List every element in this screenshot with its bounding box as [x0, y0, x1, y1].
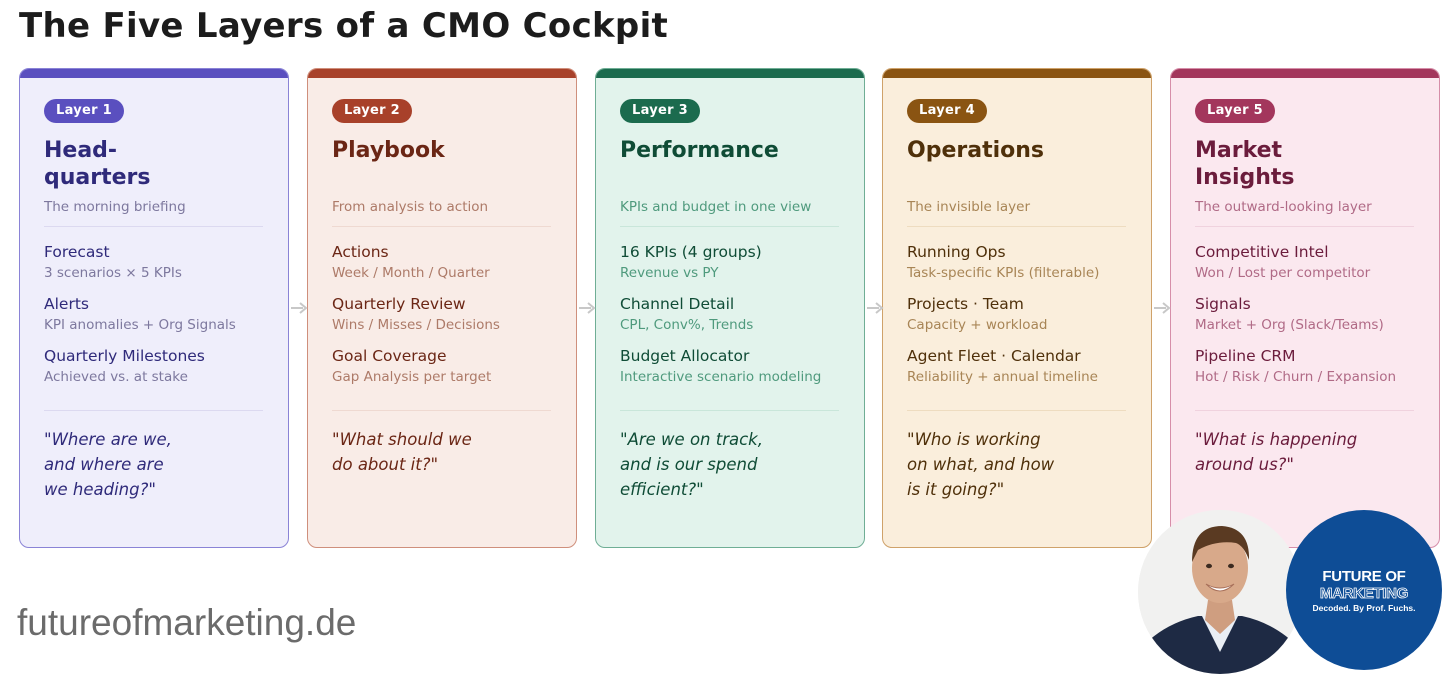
- layer-question: "What is happening around us?": [1195, 430, 1358, 474]
- layer-badge: Layer 5: [1195, 99, 1276, 123]
- feature-detail: Week / Month / Quarter: [332, 265, 490, 281]
- feature-title: Projects · Team: [907, 295, 1024, 313]
- arrow-right-icon: [578, 298, 596, 318]
- divider: [907, 226, 1126, 227]
- arrow-right-icon: [866, 298, 884, 318]
- divider: [1195, 410, 1414, 411]
- card-top-bar: [308, 69, 576, 78]
- layer-subtitle: The morning briefing: [44, 199, 186, 215]
- layer-card: Layer 4 Operations The invisible layer Runn…: [882, 68, 1152, 548]
- card-top-bar: [883, 69, 1151, 78]
- logo-line-2: MARKETING: [1319, 585, 1409, 603]
- layer-subtitle: From analysis to action: [332, 199, 489, 215]
- feature-title: Actions: [332, 243, 389, 261]
- layer-badge: Layer 3: [620, 99, 701, 123]
- footer-url[interactable]: futureofmarketing.de: [17, 602, 357, 643]
- feature-title: 16 KPIs (4 groups): [620, 243, 762, 261]
- feature-title: Forecast: [44, 243, 110, 261]
- feature-title: Budget Allocator: [620, 347, 750, 365]
- layer-heading: Performance: [620, 138, 779, 163]
- feature-detail: Hot / Risk / Churn / Expansion: [1195, 369, 1397, 385]
- feature-detail: Reliability + annual timeline: [907, 369, 1098, 385]
- feature-title: Agent Fleet · Calendar: [907, 347, 1081, 365]
- feature-detail: Achieved vs. at stake: [44, 369, 188, 385]
- divider: [332, 226, 551, 227]
- layer-card: Layer 5 Market Insights The outward-lookin…: [1170, 68, 1440, 548]
- layer-card: Layer 3 Performance KPIs and budget in one…: [595, 68, 865, 548]
- divider: [1195, 226, 1414, 227]
- feature-detail: Wins / Misses / Decisions: [332, 317, 500, 333]
- feature-title: Competitive Intel: [1195, 243, 1329, 261]
- author-photo: [1138, 510, 1302, 674]
- layer-heading: Operations: [907, 138, 1044, 163]
- feature-detail: Interactive scenario modeling: [620, 369, 822, 385]
- layer-heading: Head- quarters: [44, 138, 151, 190]
- feature-title: Running Ops: [907, 243, 1006, 261]
- logo-tagline: Decoded. By Prof. Fuchs.: [1312, 603, 1416, 613]
- future-of-marketing-logo: FUTURE OF MARKETING Decoded. By Prof. Fu…: [1286, 510, 1442, 670]
- layer-badge: Layer 4: [907, 99, 988, 123]
- layer-question: "Are we on track, and is our spend effic…: [620, 430, 763, 499]
- feature-detail: CPL, Conv%, Trends: [620, 317, 754, 333]
- feature-title: Goal Coverage: [332, 347, 447, 365]
- layer-subtitle: The invisible layer: [907, 199, 1031, 215]
- divider: [44, 410, 263, 411]
- arrow-right-icon: [1153, 298, 1171, 318]
- feature-detail: Revenue vs PY: [620, 265, 719, 281]
- feature-detail: KPI anomalies + Org Signals: [44, 317, 236, 333]
- layer-heading: Market Insights: [1195, 138, 1295, 190]
- feature-detail: Won / Lost per competitor: [1195, 265, 1371, 281]
- layer-card: Layer 2 Playbook From analysis to action Ac…: [307, 68, 577, 548]
- feature-detail: Gap Analysis per target: [332, 369, 492, 385]
- feature-title: Pipeline CRM: [1195, 347, 1296, 365]
- feature-title: Alerts: [44, 295, 89, 313]
- arrow-right-icon: [290, 298, 308, 318]
- card-top-bar: [596, 69, 864, 78]
- layer-subtitle: KPIs and budget in one view: [620, 199, 812, 215]
- feature-detail: Capacity + workload: [907, 317, 1048, 333]
- layer-question: "What should we do about it?": [332, 430, 472, 474]
- page-title: The Five Layers of a CMO Cockpit: [19, 6, 669, 46]
- card-top-bar: [1171, 69, 1439, 78]
- feature-detail: Market + Org (Slack/Teams): [1195, 317, 1384, 333]
- divider: [44, 226, 263, 227]
- divider: [620, 226, 839, 227]
- feature-title: Signals: [1195, 295, 1251, 313]
- card-top-bar: [20, 69, 288, 78]
- feature-title: Channel Detail: [620, 295, 735, 313]
- divider: [907, 410, 1126, 411]
- layer-heading: Playbook: [332, 138, 445, 163]
- feature-title: Quarterly Milestones: [44, 347, 205, 365]
- layer-question: "Where are we, and where are we heading?…: [44, 430, 172, 499]
- layer-subtitle: The outward-looking layer: [1195, 199, 1372, 215]
- feature-detail: 3 scenarios × 5 KPIs: [44, 265, 182, 281]
- divider: [620, 410, 839, 411]
- feature-title: Quarterly Review: [332, 295, 466, 313]
- layer-card: Layer 1 Head- quarters The morning briefin…: [19, 68, 289, 548]
- logo-line-1: FUTURE OF: [1322, 568, 1406, 585]
- feature-detail: Task-specific KPIs (filterable): [907, 265, 1100, 281]
- layer-badge: Layer 1: [44, 99, 125, 123]
- layer-badge: Layer 2: [332, 99, 413, 123]
- layer-question: "Who is working on what, and how is it g…: [907, 430, 1055, 499]
- divider: [332, 410, 551, 411]
